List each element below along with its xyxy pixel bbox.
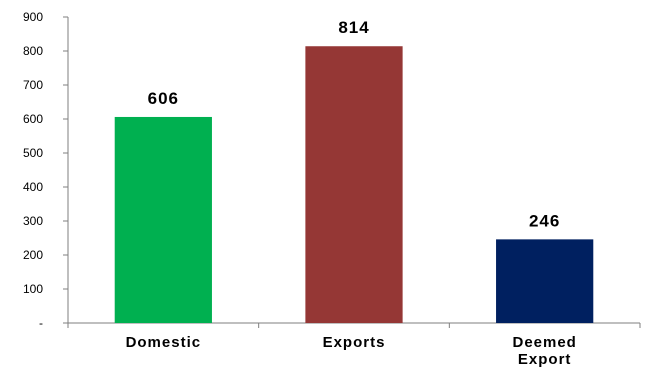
y-tick-label: 200 [23, 248, 43, 262]
bars [114, 46, 594, 324]
y-tick-label: 400 [23, 180, 43, 194]
bar [305, 46, 403, 324]
data-label: 606 [148, 89, 179, 108]
data-labels: 606 814 246 [148, 18, 560, 230]
y-tick-label: 100 [23, 282, 43, 296]
x-category-label: Export [518, 351, 572, 368]
bar [114, 116, 212, 324]
y-tick-label: 500 [23, 146, 43, 160]
y-tick-label: 300 [23, 214, 43, 228]
x-category-label: Exports [323, 334, 386, 351]
y-axis: - 100 200 300 400 500 600 700 800 900 [23, 10, 69, 330]
y-tick-label: - [39, 316, 43, 330]
x-category-label: Domestic [126, 334, 202, 351]
y-tick-label: 700 [23, 78, 43, 92]
data-label: 814 [338, 18, 369, 37]
y-tick-label: 800 [23, 44, 43, 58]
bar [496, 239, 594, 323]
y-tick-label: 600 [23, 112, 43, 126]
data-label: 246 [529, 211, 560, 230]
x-category-label: Deemed [512, 334, 576, 351]
y-tick-label: 900 [23, 10, 43, 24]
